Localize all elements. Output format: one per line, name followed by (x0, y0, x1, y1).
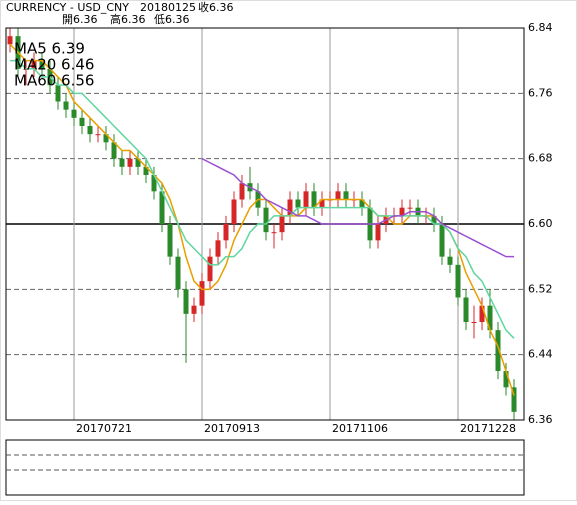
lower-panel (5, 439, 525, 496)
candle-body (279, 215, 285, 233)
candle-body (167, 224, 173, 257)
x-tick-label: 20171228 (460, 422, 516, 435)
candle-body (359, 199, 365, 208)
candle-body (103, 134, 109, 143)
candle-body (119, 158, 125, 167)
header-close: 收6.36 (198, 0, 234, 14)
candle-body (199, 281, 205, 306)
y-tick-label: 6.76 (528, 86, 553, 99)
y-tick-label: 6.60 (528, 217, 553, 230)
candle-body (215, 240, 221, 257)
candle-body (183, 289, 189, 314)
candle-body (431, 215, 437, 224)
ma-line (10, 59, 515, 339)
candle-body (31, 60, 37, 69)
candle-body (39, 60, 45, 69)
candle-body (263, 207, 269, 233)
candle-body (407, 207, 413, 209)
x-tick-label: 20170721 (76, 422, 132, 435)
x-tick-label: 20170913 (204, 422, 260, 435)
candle-body (295, 199, 301, 208)
y-tick-label: 6.52 (528, 282, 553, 295)
candle-body (159, 191, 165, 224)
candle-body (479, 305, 485, 322)
y-tick-label: 6.84 (528, 21, 553, 34)
candle-body (71, 109, 77, 118)
candle-body (311, 191, 317, 208)
candle-body (399, 207, 405, 216)
legend-entry: MA20 6.46 (14, 56, 94, 74)
header-symbol: CURRENCY - USD_CNY (6, 1, 129, 14)
candle-body (95, 134, 101, 136)
candle-body (79, 117, 85, 126)
y-tick-label: 6.36 (528, 413, 553, 426)
candle-body (175, 256, 181, 290)
candle-body (375, 224, 381, 241)
candle-body (111, 142, 117, 159)
candle-body (7, 36, 13, 45)
candle-body (143, 166, 149, 175)
candle-body (287, 199, 293, 216)
legend-entry: MA60 6.56 (14, 72, 94, 90)
x-tick-label: 20171106 (332, 422, 388, 435)
candle-body (455, 264, 461, 298)
legend-entry: MA5 6.39 (14, 40, 85, 58)
candle-body (319, 199, 325, 208)
candle-body (151, 175, 157, 192)
ma-line (201, 157, 514, 258)
candle-body (463, 297, 469, 322)
candle-body (87, 126, 93, 135)
y-tick-label: 6.44 (528, 348, 553, 361)
candle-body (495, 330, 501, 371)
candle-body (135, 158, 141, 167)
candle-body (191, 305, 197, 314)
plot: 6.36 6.44 6.52 6.60 6.68 6.76 6.84 20170721 2017… (6, 21, 553, 435)
candle-body (239, 183, 245, 200)
header-high: 高6.36 (110, 12, 146, 26)
header-date: 20180125 (140, 1, 196, 14)
candle-body (343, 191, 349, 200)
plot-frame (5, 27, 525, 421)
candle-body (471, 322, 477, 323)
candle-body (511, 387, 517, 412)
candle-body (127, 158, 133, 167)
candle-body (335, 191, 341, 200)
header-open: 開6.36 (62, 13, 98, 26)
candle-body (271, 232, 277, 234)
candle-body (231, 199, 237, 224)
y-tick-label: 6.68 (528, 152, 553, 165)
ma-line (9, 43, 515, 396)
candle-body (63, 101, 69, 110)
candle-body (303, 191, 309, 208)
candle-body (487, 305, 493, 331)
header-low: 低6.36 (154, 13, 190, 26)
candle-body (503, 371, 509, 388)
candle-body (223, 224, 229, 241)
candle-body (447, 256, 453, 265)
candle-body (439, 224, 445, 257)
candle-body (207, 256, 213, 282)
candle-body (55, 85, 61, 102)
